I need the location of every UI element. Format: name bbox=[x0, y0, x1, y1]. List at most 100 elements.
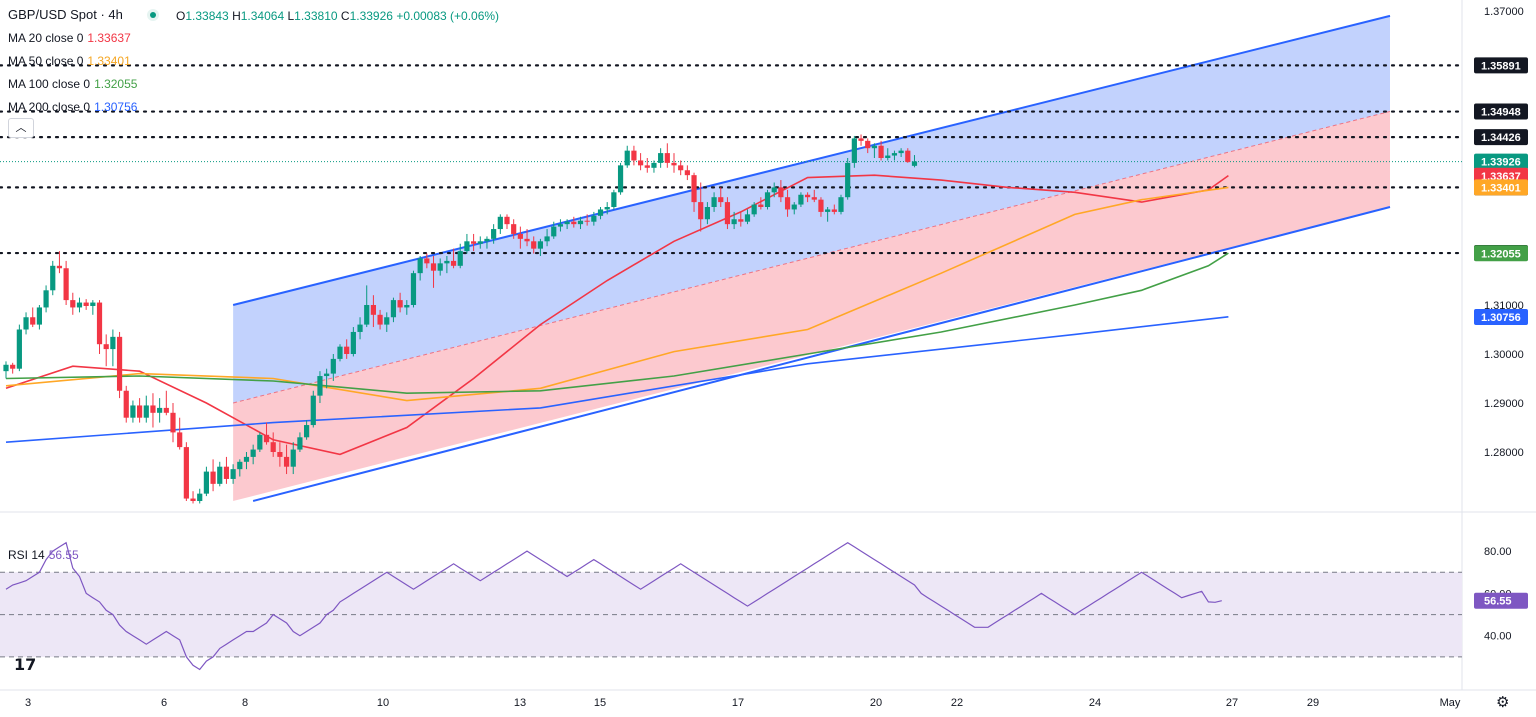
candle-body bbox=[865, 140, 871, 149]
candle-body bbox=[297, 437, 303, 450]
candle-body bbox=[758, 204, 764, 207]
tradingview-logo-icon[interactable]: 17 bbox=[14, 655, 37, 674]
candle-body bbox=[310, 395, 316, 426]
time-tick-label: 17 bbox=[732, 697, 744, 709]
candle-body bbox=[10, 364, 16, 369]
candle-body bbox=[731, 219, 737, 225]
candle-body bbox=[798, 194, 804, 205]
candle-body bbox=[270, 442, 276, 452]
rsi-legend[interactable]: RSI 14 56.55 bbox=[8, 548, 79, 562]
rsi-tag bbox=[1474, 592, 1528, 609]
candle-body bbox=[277, 452, 283, 457]
candle-body bbox=[871, 145, 877, 149]
candle-body bbox=[891, 153, 898, 156]
price-tag-label: 1.35891 bbox=[1481, 60, 1521, 72]
time-axis[interactable]: 3 6 8 10 13 15 17 20 22 24 27 29 May bbox=[25, 697, 1461, 709]
rsi-tag-label: 56.55 bbox=[1484, 596, 1512, 608]
ma100-value: 1.32055 bbox=[94, 77, 138, 91]
candle-body bbox=[597, 209, 604, 216]
time-tick-label: 10 bbox=[377, 697, 389, 709]
gear-icon[interactable]: ⚙ bbox=[1496, 694, 1510, 711]
time-tick-label: 22 bbox=[951, 697, 963, 709]
candle-body bbox=[537, 241, 543, 249]
candle-body bbox=[738, 219, 744, 222]
candle-body bbox=[357, 324, 363, 332]
candle-body bbox=[437, 263, 443, 271]
ma50-legend[interactable]: MA 50 close 0 1.33401 bbox=[8, 54, 131, 68]
rsi-line bbox=[5, 541, 1222, 671]
price-tag-label: 1.34426 bbox=[1481, 132, 1521, 144]
candle-body bbox=[330, 358, 336, 374]
candle-body bbox=[137, 405, 143, 418]
candle-body bbox=[157, 407, 163, 413]
candle-body bbox=[678, 165, 684, 171]
price-axis[interactable]: 1.370001.310001.300001.290001.280001.358… bbox=[1474, 6, 1528, 459]
candle-body bbox=[410, 273, 417, 305]
candle-body bbox=[116, 336, 123, 391]
price-tag bbox=[1474, 57, 1528, 74]
time-tick-label: May bbox=[1440, 697, 1461, 709]
time-tick-label: 3 bbox=[25, 697, 31, 709]
candle-body bbox=[143, 405, 149, 418]
candle-body bbox=[384, 317, 390, 325]
candle-body bbox=[511, 224, 517, 234]
candle-body bbox=[684, 170, 690, 176]
low-value: 1.33810 bbox=[294, 9, 338, 23]
candle-body bbox=[197, 493, 203, 501]
price-tag bbox=[1474, 103, 1528, 120]
market-status-icon bbox=[147, 9, 159, 21]
candle-body bbox=[557, 224, 564, 227]
candle-body bbox=[424, 258, 430, 264]
candle-body bbox=[76, 302, 83, 308]
candle-body bbox=[324, 373, 330, 377]
candle-body bbox=[878, 145, 884, 158]
candle-body bbox=[771, 187, 777, 193]
candle-body bbox=[50, 265, 56, 291]
candle-body bbox=[471, 241, 477, 244]
candle-body bbox=[845, 162, 851, 198]
candle-body bbox=[397, 300, 403, 308]
candle-body bbox=[83, 302, 89, 306]
candle-body bbox=[3, 364, 9, 372]
candle-body bbox=[791, 204, 797, 210]
candle-body bbox=[504, 216, 510, 225]
candle-body bbox=[531, 241, 537, 249]
candle-body bbox=[838, 197, 844, 212]
candle-body bbox=[905, 150, 911, 162]
candle-body bbox=[778, 187, 784, 198]
collapse-legend-button[interactable]: ︿ bbox=[8, 118, 34, 138]
ma100-legend[interactable]: MA 100 close 0 1.32055 bbox=[8, 77, 138, 91]
price-tag-label: 1.32055 bbox=[1481, 248, 1521, 260]
candle-body bbox=[664, 153, 670, 163]
price-tag-label: 1.30756 bbox=[1481, 312, 1521, 324]
candle-body bbox=[658, 153, 664, 163]
horizontal-levels[interactable] bbox=[0, 64, 1464, 255]
candle-body bbox=[591, 215, 597, 222]
candle-body bbox=[477, 241, 483, 244]
candle-body bbox=[617, 165, 624, 193]
candle-body bbox=[631, 150, 637, 161]
candle-body bbox=[484, 238, 490, 242]
candlesticks[interactable] bbox=[3, 134, 918, 504]
rsi-value: 56.55 bbox=[48, 548, 79, 562]
candle-body bbox=[183, 447, 189, 499]
candle-body bbox=[577, 220, 584, 225]
candle-body bbox=[304, 425, 310, 438]
symbol-title[interactable]: GBP/USD Spot · 4h bbox=[8, 7, 123, 22]
price-tag bbox=[1474, 153, 1528, 170]
candle-body bbox=[170, 412, 176, 433]
candle-body bbox=[818, 199, 824, 212]
candle-body bbox=[691, 175, 697, 203]
price-tick-label: 1.29000 bbox=[1484, 398, 1524, 410]
candle-body bbox=[404, 305, 410, 308]
ma50-line bbox=[5, 186, 1229, 402]
change-value: +0.00083 (+0.06%) bbox=[396, 9, 500, 23]
ma20-legend[interactable]: MA 20 close 0 1.33637 bbox=[8, 31, 131, 45]
ma20-value: 1.33637 bbox=[87, 31, 131, 45]
candle-body bbox=[43, 290, 49, 308]
candle-body bbox=[464, 241, 470, 252]
ma200-legend[interactable]: MA 200 close 0 1.30756 bbox=[8, 100, 138, 114]
candle-body bbox=[90, 302, 96, 306]
candle-body bbox=[317, 376, 323, 396]
